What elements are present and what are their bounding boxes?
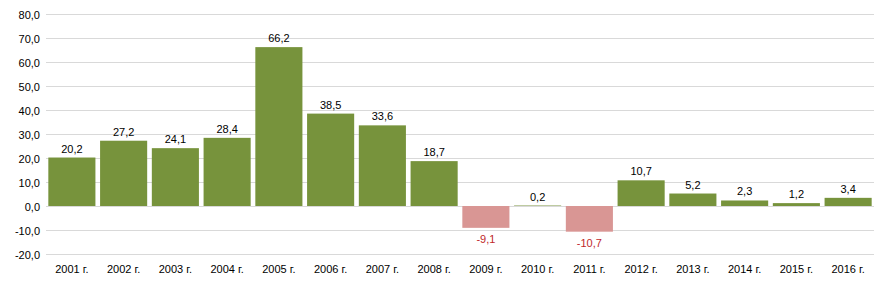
grid-line <box>46 110 874 111</box>
grid-line <box>46 38 874 39</box>
y-tick-label: 0,0 <box>25 201 40 213</box>
grid-line <box>46 254 874 255</box>
x-tick-label: 2005 г. <box>262 263 295 275</box>
y-tick-label: 60,0 <box>19 57 40 69</box>
bar <box>204 138 251 206</box>
bar <box>48 158 95 206</box>
bar <box>825 198 872 206</box>
y-tick-label: 80,0 <box>19 9 40 21</box>
bar <box>566 206 613 232</box>
data-label: 28,4 <box>216 123 237 135</box>
bar <box>514 205 561 206</box>
grid-line <box>46 206 874 207</box>
grid-line <box>46 230 874 231</box>
x-tick-label: 2001 г. <box>55 263 88 275</box>
x-tick-label: 2002 г. <box>107 263 140 275</box>
bar <box>359 125 406 206</box>
grid-line <box>46 14 874 15</box>
bar <box>100 141 147 206</box>
data-label: 27,2 <box>113 126 134 138</box>
x-tick-label: 2014 г. <box>728 263 761 275</box>
data-label: 3,4 <box>840 183 855 195</box>
data-label: 5,2 <box>685 179 700 191</box>
x-tick-label: 2015 г. <box>780 263 813 275</box>
data-label: 20,2 <box>61 143 82 155</box>
bar <box>255 47 302 206</box>
x-tick-label: 2012 г. <box>624 263 657 275</box>
y-tick-label: 50,0 <box>19 81 40 93</box>
grid-line <box>46 86 874 87</box>
data-label: -9,1 <box>476 233 495 245</box>
bar <box>307 114 354 206</box>
y-tick-label: -10,0 <box>15 225 40 237</box>
bar <box>773 203 820 206</box>
x-tick-label: 2003 г. <box>159 263 192 275</box>
bar <box>721 200 768 206</box>
data-label: 38,5 <box>320 99 341 111</box>
y-tick-label: 20,0 <box>19 153 40 165</box>
data-label: 0,2 <box>530 191 545 203</box>
bar <box>618 180 665 206</box>
data-label: 10,7 <box>630 165 651 177</box>
bar <box>152 148 199 206</box>
x-tick-label: 2013 г. <box>676 263 709 275</box>
x-tick-label: 2004 г. <box>210 263 243 275</box>
x-tick-label: 2016 г. <box>831 263 864 275</box>
x-tick-label: 2009 г. <box>469 263 502 275</box>
x-tick-label: 2008 г. <box>417 263 450 275</box>
data-label: -10,7 <box>577 237 602 249</box>
data-label: 66,2 <box>268 32 289 44</box>
data-label: 33,6 <box>372 110 393 122</box>
y-tick-label: 30,0 <box>19 129 40 141</box>
bar <box>669 194 716 206</box>
x-tick-label: 2007 г. <box>366 263 399 275</box>
x-tick-label: 2011 г. <box>573 263 605 275</box>
x-tick-label: 2010 г. <box>521 263 554 275</box>
bars <box>48 47 871 232</box>
x-tick-label: 2006 г. <box>314 263 347 275</box>
grid <box>46 15 874 255</box>
data-label: 24,1 <box>165 133 186 145</box>
grid-line <box>46 62 874 63</box>
y-tick-label: 70,0 <box>19 33 40 45</box>
y-tick-label: 10,0 <box>19 177 40 189</box>
bar <box>462 206 509 228</box>
data-label: 2,3 <box>737 185 752 197</box>
data-label: 1,2 <box>789 188 804 200</box>
data-label: 18,7 <box>423 146 444 158</box>
bar <box>411 161 458 206</box>
y-tick-label: 40,0 <box>19 105 40 117</box>
y-tick-label: -20,0 <box>15 249 40 261</box>
chart-container: -20,0 -10,0 0,0 10,0 20,0 30,0 40,0 50,0 60,0 70,… <box>0 0 886 288</box>
chart: -20,0 -10,0 0,0 10,0 20,0 30,0 40,0 50,0 60,0 70,… <box>0 0 886 288</box>
